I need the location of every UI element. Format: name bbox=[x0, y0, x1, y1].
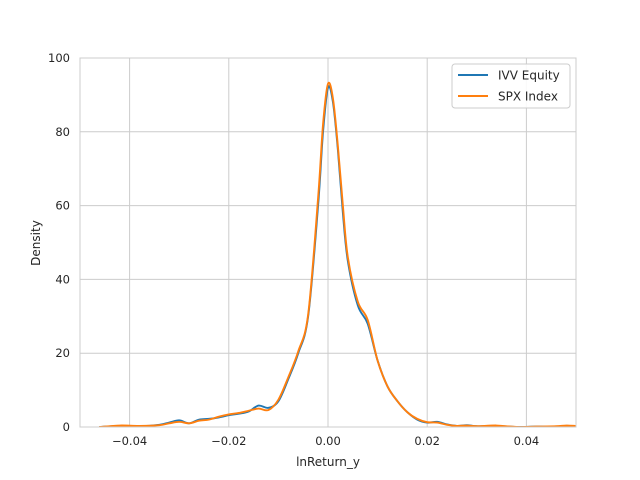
axes-frame bbox=[79, 57, 577, 428]
legend-label-spx: SPX Index bbox=[498, 90, 558, 104]
x-tick-label-2: 0.00 bbox=[315, 434, 341, 448]
legend-label-ivv: IVV Equity bbox=[498, 69, 560, 83]
series-line-spx bbox=[98, 81, 576, 427]
y-tick-label-0: 0 bbox=[63, 420, 70, 434]
x-tick-label-0: −0.04 bbox=[112, 434, 147, 448]
y-tick-label-2: 40 bbox=[55, 272, 70, 286]
y-tick-label-4: 80 bbox=[55, 125, 70, 139]
y-tick-label-1: 20 bbox=[55, 346, 70, 360]
x-tick-label-3: 0.02 bbox=[414, 434, 440, 448]
y-tick-label-5: 100 bbox=[48, 51, 70, 65]
x-tick-label-4: 0.04 bbox=[514, 434, 540, 448]
y-tick-label-3: 60 bbox=[55, 199, 70, 213]
y-axis-label: Density bbox=[29, 220, 43, 266]
y-ticks: 0 20 40 60 80 100 bbox=[48, 51, 70, 434]
axes-border bbox=[79, 57, 577, 428]
x-axis-label: lnReturn_y bbox=[296, 455, 360, 469]
x-ticks: −0.04 −0.02 0.00 0.02 0.04 bbox=[112, 434, 539, 448]
legend: IVV Equity SPX Index bbox=[451, 63, 571, 109]
series-lines bbox=[98, 81, 576, 427]
x-tick-label-1: −0.02 bbox=[211, 434, 246, 448]
